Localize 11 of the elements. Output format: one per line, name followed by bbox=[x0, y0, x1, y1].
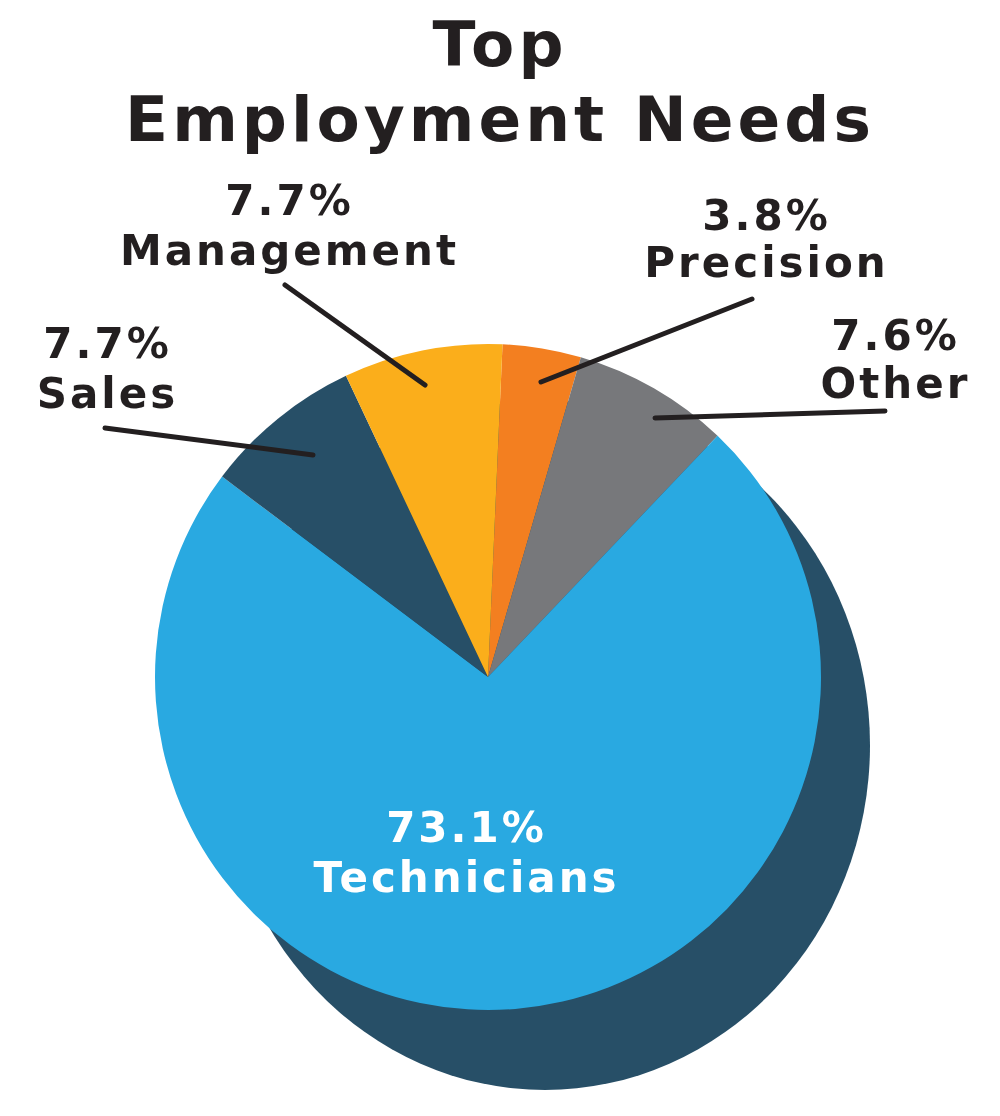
data-label: 3.8% bbox=[702, 191, 831, 240]
slice-label: Precision bbox=[644, 238, 889, 287]
data-label: 7.7% bbox=[225, 176, 354, 225]
slice-label: Sales bbox=[36, 369, 179, 418]
slice-label: Management bbox=[119, 226, 460, 275]
chart-title: Top Employment Needs bbox=[124, 7, 876, 157]
slice-label: Technicians bbox=[313, 853, 620, 902]
data-label: 7.6% bbox=[831, 311, 960, 360]
slice-label: Other bbox=[820, 359, 971, 408]
data-label: 73.1% bbox=[386, 803, 547, 852]
data-label: 7.7% bbox=[43, 319, 172, 368]
